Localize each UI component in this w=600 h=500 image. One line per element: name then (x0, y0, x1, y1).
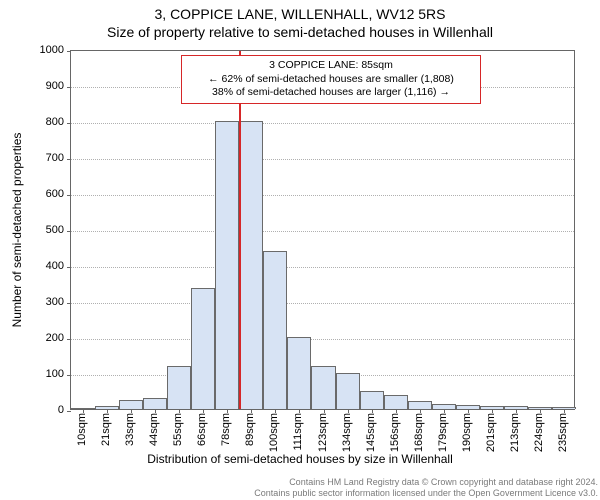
grid-line (71, 339, 574, 340)
x-tick-label: 145sqm (365, 413, 377, 463)
x-tick-label: 21sqm (100, 413, 112, 463)
y-tick (67, 375, 71, 376)
reference-line (239, 51, 241, 409)
footer-line-2: Contains public sector information licen… (254, 488, 598, 498)
x-tick-label: 66sqm (196, 413, 208, 463)
grid-line (71, 123, 574, 124)
grid-line (71, 267, 574, 268)
y-tick-label: 800 (4, 116, 64, 128)
y-tick (67, 231, 71, 232)
y-tick-label: 900 (4, 80, 64, 92)
footer-attribution: Contains HM Land Registry data © Crown c… (0, 477, 600, 498)
y-tick (67, 159, 71, 160)
x-tick-label: 55sqm (172, 413, 184, 463)
annotation-line-3: 38% of semi-detached houses are larger (… (188, 86, 474, 100)
y-tick-label: 400 (4, 260, 64, 272)
x-tick-label: 213sqm (509, 413, 521, 463)
histogram-bar (119, 400, 143, 409)
x-tick-label: 190sqm (461, 413, 473, 463)
histogram-bar (143, 398, 167, 409)
footer-line-1: Contains HM Land Registry data © Crown c… (289, 477, 598, 487)
histogram-bar (215, 121, 239, 409)
x-tick-label: 235sqm (557, 413, 569, 463)
annotation-line-1: 3 COPPICE LANE: 85sqm (188, 59, 474, 73)
y-tick-label: 0 (4, 404, 64, 416)
x-tick-label: 201sqm (485, 413, 497, 463)
x-tick-label: 156sqm (389, 413, 401, 463)
title-line-1: 3, COPPICE LANE, WILLENHALL, WV12 5RS (0, 6, 600, 22)
annotation-box: 3 COPPICE LANE: 85sqm← 62% of semi-detac… (181, 55, 481, 104)
x-tick-label: 89sqm (244, 413, 256, 463)
y-tick-label: 1000 (4, 44, 64, 56)
histogram-bar (191, 288, 215, 409)
grid-line (71, 195, 574, 196)
y-tick-label: 500 (4, 224, 64, 236)
y-tick-label: 100 (4, 368, 64, 380)
y-tick (67, 267, 71, 268)
histogram-bar (336, 373, 360, 409)
x-tick-label: 100sqm (268, 413, 280, 463)
x-tick-label: 111sqm (292, 413, 304, 463)
title-line-2: Size of property relative to semi-detach… (0, 24, 600, 40)
histogram-bar (408, 401, 432, 409)
histogram-bar (311, 366, 335, 409)
histogram-bar (384, 395, 408, 409)
x-tick-label: 134sqm (341, 413, 353, 463)
grid-line (71, 159, 574, 160)
histogram-bar (167, 366, 191, 409)
chart-container: 3, COPPICE LANE, WILLENHALL, WV12 5RS Si… (0, 0, 600, 500)
y-tick-label: 300 (4, 296, 64, 308)
y-tick-label: 600 (4, 188, 64, 200)
y-tick (67, 87, 71, 88)
x-tick-label: 78sqm (220, 413, 232, 463)
grid-line (71, 231, 574, 232)
x-tick-label: 33sqm (124, 413, 136, 463)
annotation-line-2: ← 62% of semi-detached houses are smalle… (188, 73, 474, 87)
x-tick-label: 44sqm (148, 413, 160, 463)
x-tick-label: 224sqm (533, 413, 545, 463)
x-tick-label: 123sqm (317, 413, 329, 463)
y-tick (67, 303, 71, 304)
x-tick-label: 10sqm (76, 413, 88, 463)
grid-line (71, 303, 574, 304)
plot-area: 3 COPPICE LANE: 85sqm← 62% of semi-detac… (70, 50, 575, 410)
y-tick (67, 51, 71, 52)
y-tick (67, 195, 71, 196)
y-tick (67, 123, 71, 124)
x-tick-label: 179sqm (437, 413, 449, 463)
histogram-bar (239, 121, 263, 409)
y-tick-label: 200 (4, 332, 64, 344)
y-tick (67, 339, 71, 340)
y-tick-label: 700 (4, 152, 64, 164)
y-tick (67, 411, 71, 412)
histogram-bar (287, 337, 311, 409)
histogram-bar (263, 251, 287, 409)
x-tick-label: 168sqm (413, 413, 425, 463)
histogram-bar (360, 391, 384, 409)
